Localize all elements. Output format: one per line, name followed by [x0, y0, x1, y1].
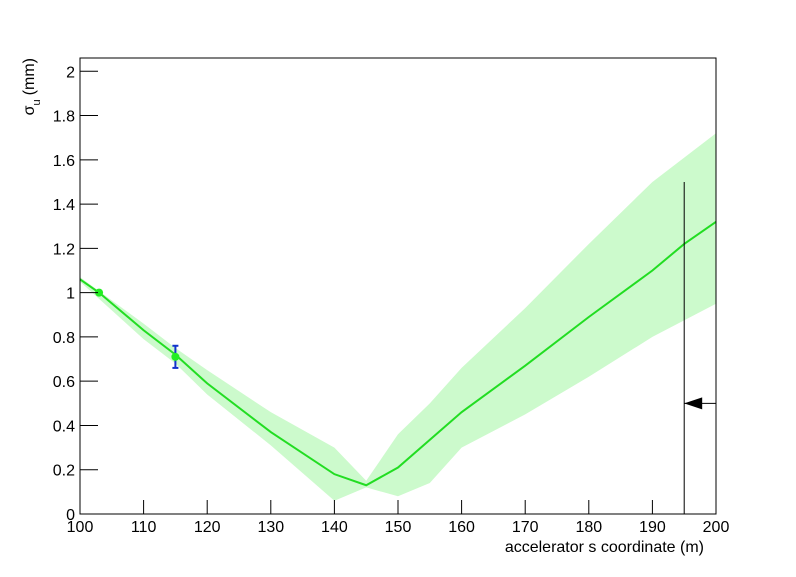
- y-tick-label: 1.4: [53, 197, 75, 214]
- y-tick-label: 1.2: [53, 241, 75, 258]
- x-axis-label: accelerator s coordinate (m): [505, 539, 704, 556]
- x-tick-label: 170: [512, 519, 539, 536]
- x-tick-label: 180: [575, 519, 602, 536]
- x-tick-label: 100: [67, 519, 94, 536]
- y-tick-label: 0: [66, 507, 75, 524]
- y-label-subscript: u: [31, 99, 43, 105]
- y-tick-label: 1: [66, 286, 75, 303]
- x-tick-label: 150: [385, 519, 412, 536]
- error-band: [80, 133, 716, 501]
- y-tick-label: 2: [66, 64, 75, 81]
- y-label-unit: (mm): [21, 58, 38, 95]
- x-tick-label: 160: [448, 519, 475, 536]
- x-tick-label: 130: [257, 519, 284, 536]
- y-tick-label: 0.2: [53, 463, 75, 480]
- y-tick-label: 0.6: [53, 374, 75, 391]
- data-point: [95, 288, 104, 297]
- y-axis-label: σu (mm): [21, 58, 43, 115]
- x-tick-label: 190: [639, 519, 666, 536]
- y-tick-label: 0.4: [53, 418, 75, 435]
- beam-size-line: [79, 220, 717, 487]
- cut-arrow-head: [684, 397, 703, 410]
- y-label-symbol: σ: [21, 105, 38, 115]
- y-tick-label: 1.8: [53, 109, 75, 126]
- y-tick-label: 1.6: [53, 153, 75, 170]
- data-point: [171, 352, 180, 361]
- x-tick-label: 120: [194, 519, 221, 536]
- y-tick-label: 0.8: [53, 330, 75, 347]
- x-tick-label: 110: [131, 519, 157, 536]
- x-tick-label: 200: [703, 519, 730, 536]
- x-tick-label: 140: [321, 519, 348, 536]
